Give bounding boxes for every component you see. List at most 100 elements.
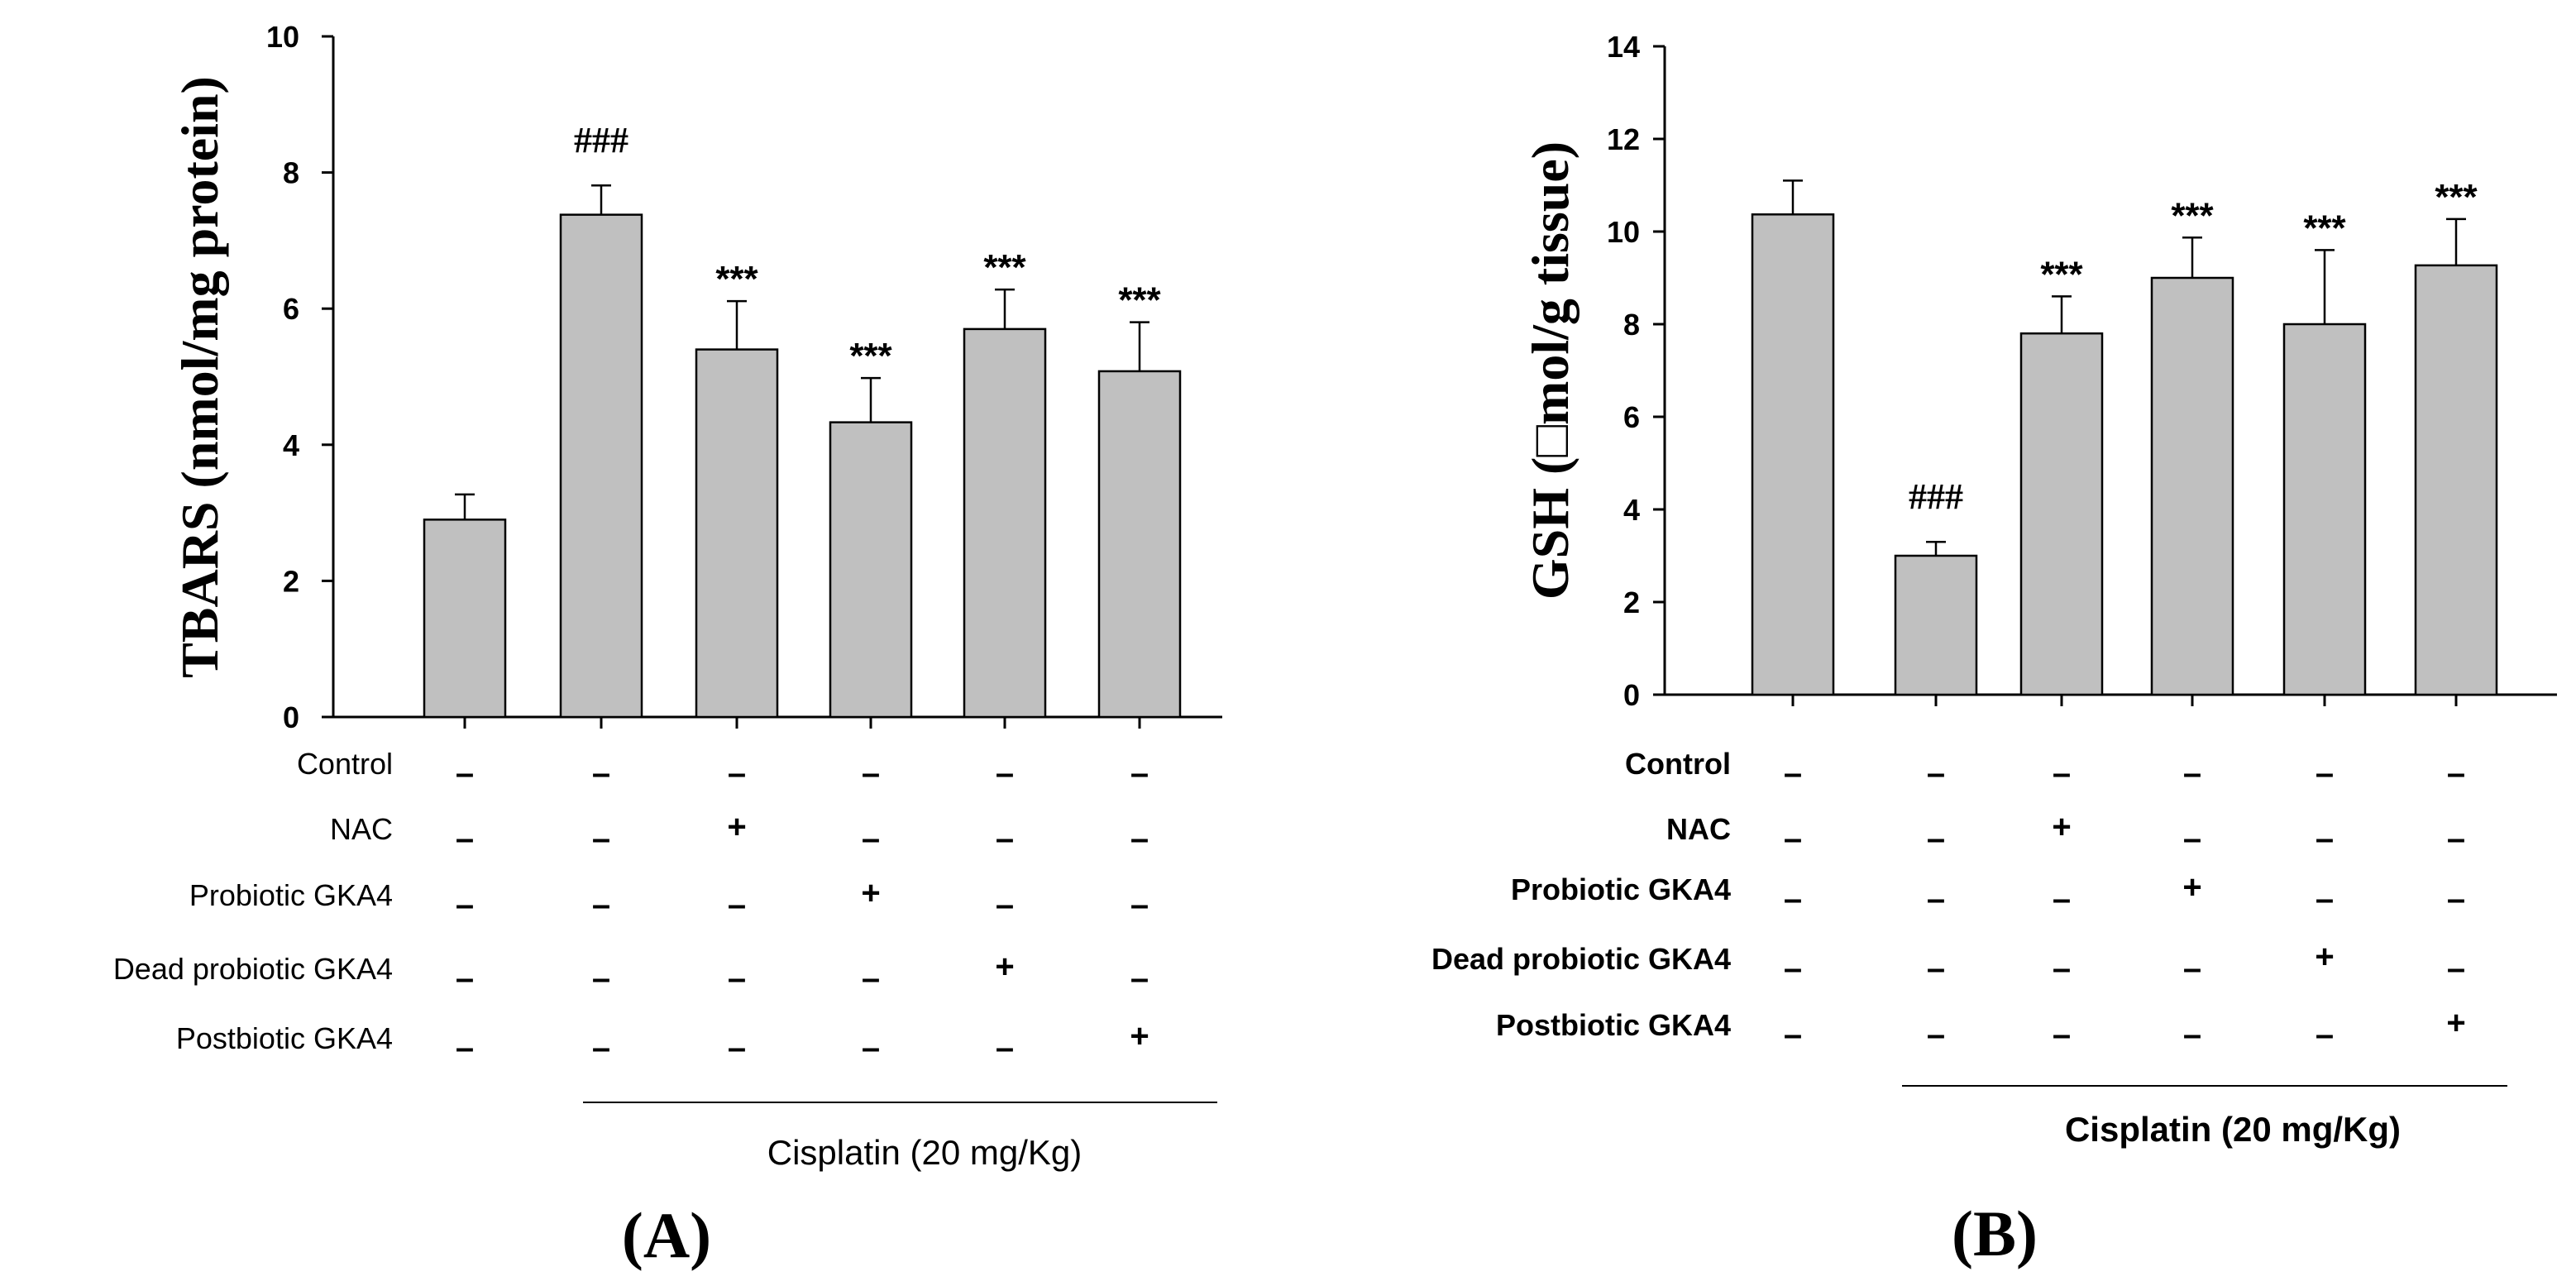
b-treatment-sign: – xyxy=(2183,950,2201,987)
b-treatment-row-label: NAC xyxy=(1666,812,1731,846)
a-treatment-sign: + xyxy=(727,809,746,845)
b-y-tick-label: 0 xyxy=(1623,678,1640,712)
a-treatment-sign: – xyxy=(996,820,1014,857)
b-treatment-sign: – xyxy=(2183,1016,2201,1053)
a-treatment-sign: – xyxy=(862,755,880,791)
b-treatment-row-label: Dead probiotic GKA4 xyxy=(1431,942,1731,976)
a-treatment-sign: – xyxy=(592,960,610,997)
a-bar xyxy=(559,213,643,719)
b-treatment-sign: – xyxy=(2053,755,2071,791)
b-bar xyxy=(2019,332,2104,696)
a-y-tick-label: 6 xyxy=(283,292,299,326)
b-panel-label: (B) xyxy=(1952,1197,2038,1269)
a-bar xyxy=(695,348,779,719)
b-treatment-row-label: Postbiotic GKA4 xyxy=(1496,1008,1731,1042)
b-significance-label: ### xyxy=(1909,476,1963,517)
b-y-tick-label: 10 xyxy=(1607,215,1640,249)
a-treatment-sign: – xyxy=(862,820,880,857)
a-treatment-sign: – xyxy=(996,755,1014,791)
a-treatment-sign: – xyxy=(996,1030,1014,1066)
a-treatment-sign: – xyxy=(592,820,610,857)
a-treatment-sign: – xyxy=(728,887,746,923)
a-treatment-sign: – xyxy=(996,887,1014,923)
b-y-axis-title: GSH (□mol/g tissue) xyxy=(1521,141,1580,600)
a-treatment-row-label: Probiotic GKA4 xyxy=(189,878,393,912)
a-y-tick-label: 8 xyxy=(283,156,299,190)
a-treatment-sign: – xyxy=(456,755,474,791)
b-treatment-row-label: Probiotic GKA4 xyxy=(1511,872,1731,906)
b-group-label: Cisplatin (20 mg/Kg) xyxy=(2065,1110,2401,1149)
b-treatment-sign: – xyxy=(2316,820,2334,857)
a-treatment-sign: – xyxy=(1130,755,1149,791)
b-bar xyxy=(2282,323,2367,696)
a-bar xyxy=(1097,370,1182,719)
panel-b-gsh: 0 2 4 6 8 10 12 14 GSH (□mol/g tissue) ### *** *** *… xyxy=(1431,30,2557,1269)
a-bar xyxy=(423,519,507,719)
b-treatment-sign: – xyxy=(1927,820,1945,857)
a-y-tick-label: 10 xyxy=(266,20,299,54)
a-treatment-sign: + xyxy=(1130,1018,1149,1054)
a-treatment-row-label: Postbiotic GKA4 xyxy=(176,1021,393,1055)
b-significance-label: *** xyxy=(2040,254,2083,294)
panel-a-tbars: 0 2 4 6 8 10 TBARS (nmol/mg protein) ### *** *** *… xyxy=(113,20,1222,1271)
b-treatment-sign: – xyxy=(2316,755,2334,791)
a-treatment-sign: + xyxy=(995,949,1014,985)
b-treatment-sign: – xyxy=(1784,1016,1802,1053)
a-treatment-sign: – xyxy=(728,960,746,997)
a-bar xyxy=(963,327,1047,719)
b-treatment-sign: – xyxy=(2316,1016,2334,1053)
b-treatment-sign: – xyxy=(1927,950,1945,987)
a-bar xyxy=(829,421,913,719)
a-treatment-row-label: Dead probiotic GKA4 xyxy=(113,952,393,986)
a-y-tick-label: 2 xyxy=(283,564,299,598)
b-treatment-sign: + xyxy=(2052,809,2071,845)
b-significance-label: *** xyxy=(2435,177,2478,217)
b-y-tick-label: 2 xyxy=(1623,586,1640,619)
b-treatment-sign: – xyxy=(1784,950,1802,987)
a-treatment-sign: – xyxy=(456,1030,474,1066)
a-treatment-sign: – xyxy=(592,1030,610,1066)
b-significance-label: *** xyxy=(2303,208,2346,248)
b-treatment-sign: – xyxy=(2447,755,2465,791)
a-y-axis-title: TBARS (nmol/mg protein) xyxy=(170,76,229,678)
a-treatment-sign: – xyxy=(728,755,746,791)
a-treatment-sign: – xyxy=(862,1030,880,1066)
b-treatment-sign: – xyxy=(1927,1016,1945,1053)
b-treatment-sign: + xyxy=(2182,869,2201,906)
a-treatment-sign: – xyxy=(592,755,610,791)
b-treatment-sign: – xyxy=(2053,881,2071,917)
b-treatment-sign: + xyxy=(2446,1005,2465,1041)
a-treatment-sign: – xyxy=(1130,820,1149,857)
b-bar xyxy=(1894,554,1978,696)
a-treatment-sign: + xyxy=(861,875,880,911)
b-treatment-sign: – xyxy=(1784,881,1802,917)
b-treatment-sign: – xyxy=(1927,755,1945,791)
b-treatment-row-label: Control xyxy=(1625,747,1731,781)
a-treatment-sign: – xyxy=(456,887,474,923)
a-treatment-sign: – xyxy=(456,960,474,997)
b-treatment-sign: – xyxy=(2183,755,2201,791)
a-y-tick-label: 4 xyxy=(283,428,299,462)
a-panel-label: (A) xyxy=(622,1199,711,1271)
a-significance-label: *** xyxy=(983,247,1026,288)
b-treatment-sign: – xyxy=(2316,881,2334,917)
a-group-label: Cisplatin (20 mg/Kg) xyxy=(767,1133,1082,1172)
b-y-tick-label: 14 xyxy=(1607,30,1640,64)
b-treatment-sign: – xyxy=(2183,820,2201,857)
a-treatment-sign: – xyxy=(1130,960,1149,997)
b-y-tick-label: 6 xyxy=(1623,400,1640,434)
b-bar xyxy=(1751,213,1835,696)
a-treatment-row-label: Control xyxy=(297,747,393,781)
a-significance-label: *** xyxy=(849,336,892,376)
a-significance-label: *** xyxy=(1118,280,1161,321)
b-treatment-sign: – xyxy=(2447,881,2465,917)
b-significance-label: *** xyxy=(2171,195,2214,236)
a-treatment-sign: – xyxy=(1130,887,1149,923)
b-treatment-sign: – xyxy=(1784,820,1802,857)
a-treatment-row-label: NAC xyxy=(330,812,393,846)
b-treatment-sign: – xyxy=(1927,881,1945,917)
b-treatment-sign: – xyxy=(1784,755,1802,791)
a-significance-label: *** xyxy=(715,259,758,299)
a-treatment-sign: – xyxy=(862,960,880,997)
